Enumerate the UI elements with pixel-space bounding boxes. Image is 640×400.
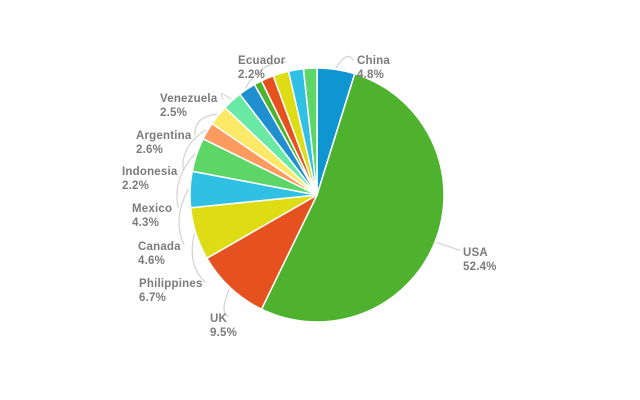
label-leader-line xyxy=(182,129,207,171)
slice-label-indonesia: Indonesia 2.2% xyxy=(122,166,178,192)
slice-label-percent: 4.6% xyxy=(138,255,165,267)
slice-label-percent: 2.2% xyxy=(122,180,149,192)
label-leader-line xyxy=(220,93,232,100)
slice-label-name: Indonesia xyxy=(122,166,178,178)
slice-label-percent: 6.7% xyxy=(139,292,166,304)
slice-label-mexico: Mexico 4.3% xyxy=(132,203,172,229)
slice-label-name: UK xyxy=(210,313,228,325)
label-leader-line xyxy=(176,153,196,208)
pie-slice-usa[interactable] xyxy=(260,72,445,323)
slice-label-argentina: Argentina 2.6% xyxy=(136,130,192,156)
slice-label-percent: 9.5% xyxy=(210,327,237,339)
label-leader-line xyxy=(191,233,206,283)
slice-label-philippines: Philippines 6.7% xyxy=(139,278,203,304)
slice-label-usa: USA 52.4% xyxy=(463,247,497,273)
slice-label-percent: 2.5% xyxy=(160,107,187,119)
label-leader-line xyxy=(178,188,189,246)
slice-label-name: Mexico xyxy=(132,203,172,215)
slice-label-percent: 52.4% xyxy=(463,261,497,273)
slice-label-china: China 4.8% xyxy=(357,55,390,81)
slice-label-canada: Canada 4.6% xyxy=(138,241,181,267)
slice-label-venezuela: Venezuela 2.5% xyxy=(160,93,218,119)
label-leader-line xyxy=(436,241,461,251)
label-leader-line xyxy=(335,55,354,69)
slice-label-percent: 2.6% xyxy=(136,144,163,156)
slice-label-percent: 4.8% xyxy=(357,69,384,81)
slice-label-name: Venezuela xyxy=(160,93,218,105)
pie-slice-uk[interactable] xyxy=(206,194,318,310)
slice-label-name: Ecuador xyxy=(238,55,286,67)
label-leader-line xyxy=(245,61,287,89)
slice-label-name: Argentina xyxy=(136,130,192,142)
slice-label-name: China xyxy=(357,55,390,67)
slice-label-percent: 4.3% xyxy=(132,217,159,229)
slice-label-name: Philippines xyxy=(139,278,203,290)
label-leader-line xyxy=(194,113,218,136)
slice-label-name: Canada xyxy=(138,241,181,253)
slice-label-uk: UK 9.5% xyxy=(210,313,237,339)
slice-label-name: USA xyxy=(463,247,488,259)
pie-slice-unlabeled-14[interactable] xyxy=(302,67,318,196)
label-leader-line xyxy=(223,288,230,317)
slice-label-percent: 2.2% xyxy=(238,69,265,81)
slice-label-ecuador: Ecuador 2.2% xyxy=(238,55,286,81)
